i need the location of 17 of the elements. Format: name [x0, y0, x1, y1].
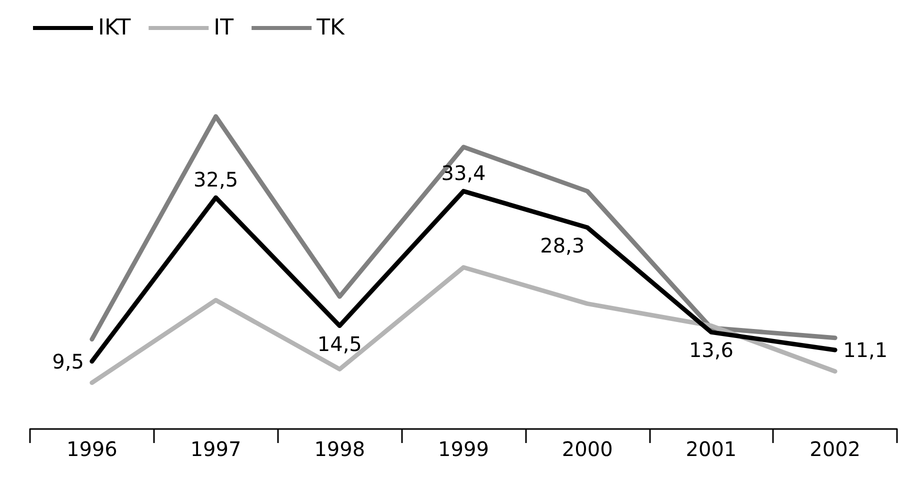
data-label: 28,3 — [540, 234, 585, 258]
legend-label: TK — [316, 16, 346, 40]
x-tick-label: 1996 — [66, 437, 118, 461]
x-tick-label: 2002 — [810, 437, 861, 461]
x-tick-label: 1998 — [314, 437, 366, 461]
x-tick-label: 1999 — [438, 437, 489, 461]
x-tick-label: 1997 — [190, 437, 242, 461]
data-label: 14,5 — [317, 332, 362, 356]
data-label: 9,5 — [52, 349, 84, 374]
legend-label: IKT — [98, 16, 132, 40]
legend-label: IT — [214, 16, 234, 40]
x-tick-label: 2001 — [686, 437, 737, 461]
data-label: 13,6 — [688, 338, 734, 362]
data-label: 33,4 — [441, 161, 486, 186]
data-label: 11,1 — [843, 338, 888, 362]
x-tick-label: 2000 — [562, 437, 613, 461]
data-label: 32,5 — [194, 168, 238, 192]
